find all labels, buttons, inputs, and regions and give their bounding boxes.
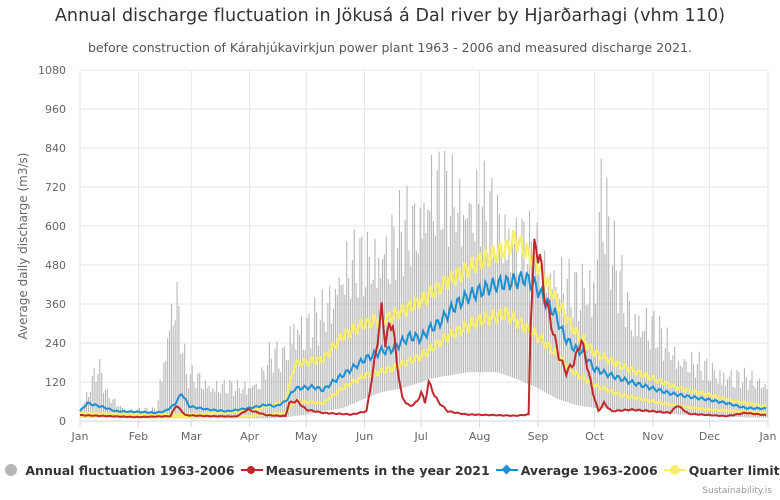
x-tick-label: May: [295, 430, 318, 443]
x-tick-label: Aug: [469, 430, 490, 443]
legend-item-measurements-2021[interactable]: Measurements in the year 2021: [240, 462, 490, 478]
measurement-2021-series: [79, 238, 767, 419]
measurement-2021-line: [79, 238, 767, 419]
y-tick-label: 480: [45, 259, 66, 272]
y-tick-label: 600: [45, 220, 66, 233]
x-tick-label: Jan: [71, 430, 89, 443]
y-tick-label: 720: [45, 181, 66, 194]
x-tick-label: Jan: [759, 430, 777, 443]
quarter-limit-lower-line: [79, 305, 767, 419]
legend-label: Measurements in the year 2021: [265, 462, 490, 478]
legend-label: Average 1963-2006: [520, 462, 658, 478]
legend-dot-icon: [0, 463, 22, 477]
x-tick-label: Apr: [240, 430, 260, 443]
legend-line-diamond-icon: [495, 463, 518, 477]
y-tick-label: 960: [45, 103, 66, 116]
x-tick-label: Jun: [355, 430, 373, 443]
quarter-limit-upper-line: [79, 229, 767, 417]
legend-line-dot-icon: [240, 463, 263, 477]
x-tick-label: Jul: [414, 430, 428, 443]
y-tick-label: 120: [45, 376, 66, 389]
fluctuation-range-bars: [80, 150, 768, 419]
legend-item-quarter-limit[interactable]: Quarter limit: [663, 462, 780, 478]
y-tick-label: 1080: [38, 64, 66, 77]
credits-link[interactable]: Sustainability.is: [702, 486, 772, 496]
chart-subtitle: before construction of Kárahjúkavirkjun …: [87, 40, 693, 55]
average-series: [79, 271, 767, 415]
x-tick-label: Sep: [528, 430, 549, 443]
chart-title: Annual discharge fluctuation in Jökusá á…: [54, 6, 726, 26]
y-tick-label: 360: [45, 298, 66, 311]
legend-item-average[interactable]: Average 1963-2006: [495, 462, 658, 478]
x-tick-label: Feb: [129, 430, 148, 443]
y-axis-label: Average daily discharge (m3/s): [16, 153, 30, 340]
x-tick-label: Nov: [642, 430, 664, 443]
grid-lines: [79, 69, 769, 422]
axes: 0 120 240 360 480 600 720 840 960 1080 Jan Feb Mar Ap…: [38, 64, 777, 443]
y-tick-label: 240: [45, 337, 66, 350]
legend-label: Quarter limit: [688, 462, 780, 478]
legend: Annual fluctuation 1963-2006 Measurement…: [0, 459, 780, 481]
x-tick-label: Dec: [699, 430, 720, 443]
x-tick-label: Mar: [181, 430, 202, 443]
legend-line-dot-icon: [663, 463, 686, 477]
y-tick-label: 840: [45, 142, 66, 155]
quarter-limit-series: [79, 229, 767, 419]
legend-item-annual-fluctuation[interactable]: Annual fluctuation 1963-2006: [0, 462, 235, 478]
x-tick-label: Oct: [585, 430, 605, 443]
average-line: [79, 271, 767, 415]
y-tick-label: 0: [59, 415, 66, 428]
legend-label: Annual fluctuation 1963-2006: [25, 462, 235, 478]
